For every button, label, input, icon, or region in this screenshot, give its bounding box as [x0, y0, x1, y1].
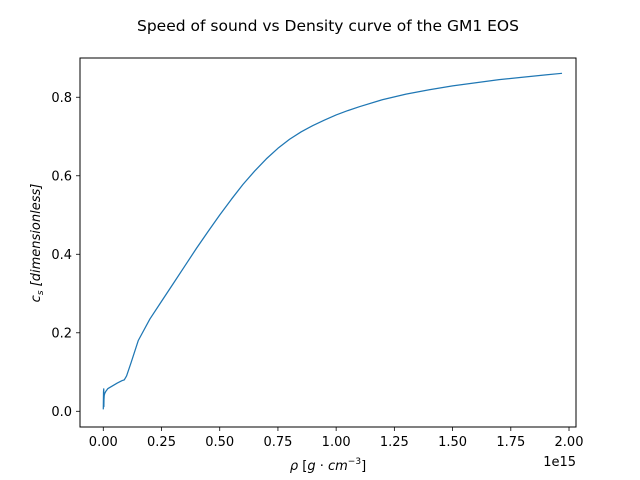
- x-axis-unit-close: ]: [361, 459, 366, 474]
- x-tick-label: 0.25: [147, 435, 176, 450]
- y-tick-label: 0.8: [51, 91, 72, 106]
- x-axis-unit-open: [: [298, 459, 307, 474]
- chart-title: Speed of sound vs Density curve of the G…: [137, 17, 519, 35]
- x-axis-ticks: 0.00 0.25 0.50 0.75 1.00 1.25 1.50 1.75 2.00: [89, 427, 584, 450]
- x-tick-label: 0.00: [89, 435, 118, 450]
- x-tick-label: 2.00: [555, 435, 584, 450]
- y-axis-unit: [dimensionless]: [29, 184, 44, 291]
- x-tick-label: 1.75: [496, 435, 525, 450]
- x-axis-symbol: ρ: [290, 459, 299, 474]
- y-tick-label: 0.6: [51, 169, 72, 184]
- y-axis-symbol: c: [29, 295, 44, 302]
- x-axis-label: ρ [g · cm−3]: [290, 457, 366, 474]
- x-axis-unit-g: g: [307, 459, 315, 474]
- x-tick-label: 1.50: [438, 435, 467, 450]
- x-axis-unit-exponent: −3: [348, 457, 361, 467]
- y-tick-label: 0.2: [51, 326, 72, 341]
- x-tick-label: 1.00: [322, 435, 351, 450]
- y-axis-ticks: 0.0 0.2 0.4 0.6 0.8: [51, 91, 80, 420]
- x-axis-unit-cm: cm: [328, 459, 348, 474]
- x-tick-label: 1.25: [380, 435, 409, 450]
- x-tick-label: 0.50: [205, 435, 234, 450]
- series-line: [102, 72, 563, 410]
- y-axis-label: cs [dimensionless]: [29, 184, 46, 303]
- y-tick-label: 0.4: [51, 248, 72, 263]
- plot-frame: [79, 57, 577, 428]
- x-tick-label: 0.75: [263, 435, 292, 450]
- x-offset-label: 1e15: [543, 455, 576, 470]
- y-tick-label: 0.0: [51, 405, 72, 420]
- x-axis-unit-dot: ·: [316, 459, 328, 474]
- y-axis-subscript: s: [36, 290, 46, 295]
